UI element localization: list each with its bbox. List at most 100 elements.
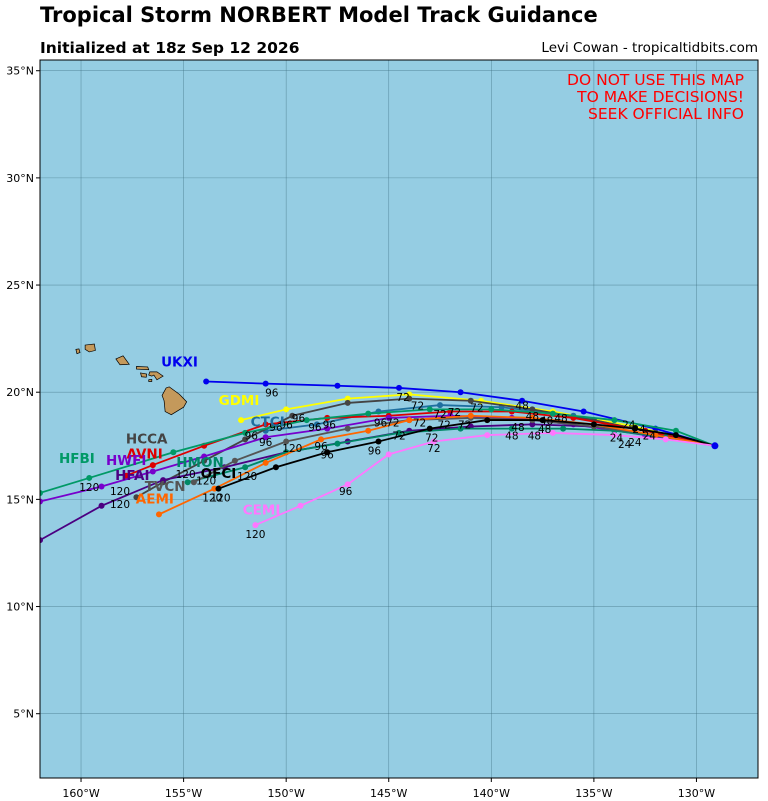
hour-label: 120 (202, 493, 222, 505)
track-tvcn (193, 417, 716, 484)
track-point-hmon (396, 429, 402, 436)
tick-label-lon: 160°W (62, 787, 99, 800)
track-point-hfbi (242, 429, 249, 436)
track-point-aemi (211, 485, 218, 492)
warning-line: SEEK OFFICIAL INFO (588, 105, 744, 123)
track-point-cemi (662, 436, 669, 443)
hour-label: 72 (413, 418, 426, 430)
track-point-aemi (652, 432, 659, 439)
model-label-hfai: HFAI (115, 468, 149, 484)
hour-label: 24 (618, 439, 632, 451)
model-tracks (40, 378, 719, 544)
hour-label: 48 (538, 424, 551, 436)
track-point-cemi (344, 481, 351, 488)
track-point-avni (123, 472, 130, 479)
hour-label: 120 (176, 469, 196, 481)
tick-label-lat: 15°N (6, 493, 34, 506)
track-point-hcca (242, 436, 249, 443)
hour-label: 120 (282, 443, 302, 455)
hour-label: 72 (392, 430, 405, 442)
hour-label: 72 (448, 407, 461, 419)
track-point-hcca (289, 412, 296, 419)
track-point-ofci (215, 485, 222, 492)
track-point-hfbi (611, 417, 618, 424)
hour-label: 72 (470, 402, 483, 414)
tick-label-lat: 30°N (6, 172, 34, 185)
hour-label: 96 (245, 430, 259, 442)
track-point-hfbi (672, 427, 679, 434)
island (148, 371, 164, 381)
island (84, 343, 96, 353)
model-label-hmon: HMON (176, 455, 224, 471)
hour-label: 72 (396, 392, 409, 404)
model-label-gdmi: GDMI (219, 393, 260, 409)
track-point-ofci (272, 464, 279, 471)
hour-label: 48 (515, 400, 528, 412)
track-point-ofci (672, 432, 679, 439)
hawaiian-islands (75, 343, 188, 416)
track-point-cemi (430, 438, 437, 445)
track-point-hfai (529, 421, 536, 428)
hour-label: 72 (437, 420, 450, 432)
track-point-hwfi (201, 453, 208, 460)
track-point-hfbi (170, 449, 177, 456)
track-point-hfbi (40, 489, 43, 496)
island (140, 372, 148, 378)
track-point-ofci (484, 417, 491, 424)
hour-label: 96 (308, 422, 322, 434)
model-label-hwfi: HWFI (106, 453, 146, 469)
track-point-hfai (98, 502, 105, 509)
hour-label: 72 (433, 409, 446, 421)
tick-label-lat: 25°N (6, 279, 34, 292)
track-point-ofci (324, 449, 331, 456)
track-point-cemi (297, 502, 304, 509)
track-point-hfbi (86, 474, 93, 481)
model-label-hcca: HCCA (126, 432, 168, 448)
hour-label: 48 (554, 413, 567, 425)
track-point-ukxi (457, 389, 464, 396)
model-label-cemi: CEMI (243, 502, 281, 518)
track-point-gdmi (238, 417, 245, 424)
tick-label-lat: 20°N (6, 386, 34, 399)
hour-label: 24 (610, 433, 624, 445)
hour-label: 120 (245, 529, 265, 541)
track-point-hfai (40, 537, 43, 544)
ocean-background (40, 60, 758, 778)
track-point-cemi (549, 429, 556, 436)
island (161, 386, 188, 416)
track-point-ukxi (262, 380, 269, 387)
model-label-avni: AVNI (126, 447, 162, 463)
hour-label: 120 (110, 486, 130, 498)
hour-label: 120 (79, 482, 99, 494)
hour-label: 96 (321, 450, 335, 462)
track-point-hmon (457, 425, 464, 432)
hour-label: 72 (425, 433, 438, 445)
page-title: Tropical Storm NORBERT Model Track Guida… (40, 3, 598, 27)
track-point-gdmi (283, 406, 290, 413)
tick-label-lon: 145°W (370, 787, 407, 800)
hour-label: 120 (196, 475, 216, 487)
hour-label: 72 (427, 443, 440, 455)
track-point-hwfi (149, 468, 156, 475)
warning-line: TO MAKE DECISIONS! (577, 88, 744, 106)
hour-label: 72 (411, 400, 424, 412)
track-gdmi (240, 393, 716, 447)
hour-label: 96 (269, 422, 283, 434)
hour-label: 120 (237, 471, 257, 483)
track-point-hwfi (262, 434, 269, 441)
track-point-aemi (365, 427, 372, 434)
track-point-hmon (334, 440, 341, 447)
hour-label: 96 (259, 437, 273, 449)
track-point-hfbi (365, 410, 372, 417)
track-point-hcca (344, 399, 351, 406)
hour-label: 72 (386, 418, 399, 430)
track-point-hwfi (385, 414, 392, 421)
track-point-avni (149, 462, 156, 469)
tick-label-lat: 35°N (6, 65, 34, 78)
hour-label: 120 (211, 493, 231, 505)
tick-label-lon: 150°W (267, 787, 304, 800)
warning-text: DO NOT USE THIS MAP TO MAKE DECISIONS! S… (567, 72, 744, 123)
track-cemi (255, 432, 716, 526)
